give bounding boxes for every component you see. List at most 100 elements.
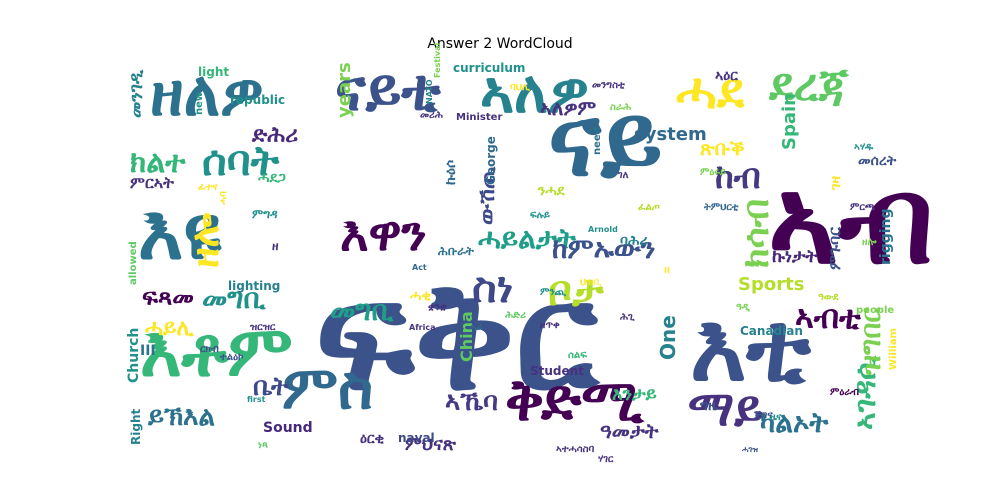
word-3: እቲ bbox=[690, 293, 811, 403]
word-22: መግቢ bbox=[202, 282, 268, 315]
word-24: ከምኡውን bbox=[552, 232, 655, 265]
word-102: ትምህርቲ bbox=[703, 202, 739, 213]
word-124: ኣተሓሳስባ bbox=[556, 444, 595, 455]
word-121: ዘሎ bbox=[862, 237, 877, 248]
word-49: እንታይ bbox=[612, 384, 657, 405]
word-70: curriculum bbox=[453, 61, 525, 75]
word-119: ርክብ bbox=[200, 344, 219, 355]
word-46: መሰረት bbox=[858, 153, 897, 169]
word-25: ይኽእል bbox=[147, 402, 215, 432]
word-28: ቤት bbox=[253, 372, 289, 402]
word-97: ተልዕኮ bbox=[220, 352, 244, 363]
word-94: ጅግና bbox=[753, 410, 773, 421]
word-51: ሕቡራት bbox=[438, 244, 475, 258]
word-15: ሰባት bbox=[202, 136, 280, 185]
word-89: ምግዳ bbox=[252, 207, 278, 221]
word-66: Canadian bbox=[740, 324, 803, 338]
word-105: ዓዲ bbox=[736, 302, 751, 313]
word-54: ፍጻመ bbox=[142, 283, 194, 311]
word-17: ከብ bbox=[715, 157, 761, 197]
word-120: ገለ bbox=[617, 170, 629, 181]
word-10: እቶም bbox=[140, 310, 293, 392]
word-48: ግዜ bbox=[700, 398, 718, 414]
word-16: እዋን bbox=[340, 206, 427, 262]
word-18: ክሳብ bbox=[736, 199, 777, 268]
word-112: ስራሕ bbox=[610, 102, 631, 113]
word-107: ሕጊ bbox=[620, 312, 635, 323]
word-75: need bbox=[592, 127, 603, 155]
word-109: ሓራ bbox=[468, 322, 484, 333]
word-53: ሓደጋ bbox=[258, 170, 286, 186]
word-73: allowed bbox=[128, 241, 139, 285]
word-117: ዓውደ bbox=[818, 292, 839, 303]
word-78: Africa bbox=[409, 323, 436, 332]
word-38: ኩነታት bbox=[772, 246, 819, 267]
word-99: ፈልጦ bbox=[638, 202, 660, 213]
word-29: ሓይሊ bbox=[145, 316, 195, 341]
word-43: ምህናጽ bbox=[405, 434, 457, 455]
word-103: ፍሉይ bbox=[530, 210, 550, 221]
word-37: ውሽጢ bbox=[475, 166, 500, 225]
word-20: ስነ bbox=[472, 263, 513, 312]
word-85: II bbox=[664, 266, 670, 275]
word-50: ባሕሪ bbox=[620, 233, 648, 249]
word-56: system bbox=[634, 124, 707, 145]
word-90: ዘጥቀ bbox=[540, 320, 560, 331]
word-123: ሓገዝ bbox=[742, 445, 758, 454]
word-113: ዜና bbox=[770, 412, 782, 423]
word-91: ሰልፍ bbox=[568, 350, 587, 361]
word-27: ኣኼባ bbox=[445, 387, 498, 417]
word-12: ቅድሚ bbox=[505, 366, 645, 434]
word-83: first bbox=[247, 395, 266, 404]
word-13: ማይ bbox=[688, 381, 764, 437]
word-39: መግቢ bbox=[330, 294, 396, 327]
word-84: republic bbox=[230, 93, 285, 107]
word-23: ሓይልታት bbox=[478, 222, 577, 255]
word-47: ገዛ bbox=[828, 176, 844, 191]
word-57: Sports bbox=[738, 274, 804, 295]
word-34: ሓቂ bbox=[410, 288, 431, 304]
word-92: ህዝቢ bbox=[579, 277, 603, 288]
word-101: ምዕራብ bbox=[830, 387, 859, 398]
word-81: Festival bbox=[433, 42, 442, 78]
word-2: ኣብ bbox=[768, 152, 934, 291]
word-82: Arnold bbox=[588, 225, 618, 234]
word-65: naval bbox=[398, 431, 435, 445]
word-21: ኣብቲ bbox=[795, 298, 861, 336]
word-68: light bbox=[198, 65, 229, 79]
word-1: ናይ bbox=[548, 82, 663, 199]
word-122: መሪሕ bbox=[420, 110, 443, 121]
word-30: ኣለዎም bbox=[540, 96, 597, 120]
word-106: ኣሃዱ bbox=[854, 142, 874, 153]
word-42: ጽቡቕ bbox=[700, 136, 744, 160]
word-74: lighting bbox=[228, 279, 280, 293]
word-44: ምጉባር bbox=[825, 226, 844, 270]
word-58: years bbox=[334, 62, 355, 118]
word-32: ምርኣት bbox=[130, 173, 174, 192]
word-5: ናይቲ bbox=[335, 56, 441, 124]
word-60: China bbox=[457, 311, 476, 362]
word-69: new bbox=[194, 92, 205, 115]
word-61: rigging bbox=[878, 208, 894, 265]
word-118: ምንጪ bbox=[540, 287, 567, 298]
word-79: people bbox=[856, 305, 894, 316]
word-116: ዝርዝር bbox=[250, 322, 276, 333]
word-11: ምስ bbox=[282, 353, 373, 423]
word-72: William bbox=[888, 328, 899, 370]
word-19: ቦታ bbox=[548, 266, 604, 315]
word-64: Sound bbox=[263, 420, 313, 436]
word-6: ኣለዎ bbox=[480, 58, 589, 126]
word-67: Student bbox=[530, 364, 584, 378]
word-93: ኣዕር bbox=[715, 68, 738, 84]
word-7: ሓደ bbox=[676, 62, 745, 120]
word-115: ፈተና bbox=[198, 182, 218, 193]
word-100: ሕድሪ bbox=[505, 310, 526, 321]
word-77: Act bbox=[412, 263, 427, 272]
word-80: NATO bbox=[425, 79, 434, 104]
word-4: ዘለዎ bbox=[150, 57, 264, 130]
word-76: Minister bbox=[456, 112, 502, 123]
word-59: Spain bbox=[779, 93, 800, 150]
word-8: ደረጃ bbox=[768, 58, 850, 111]
word-114: ሃገር bbox=[598, 454, 614, 465]
